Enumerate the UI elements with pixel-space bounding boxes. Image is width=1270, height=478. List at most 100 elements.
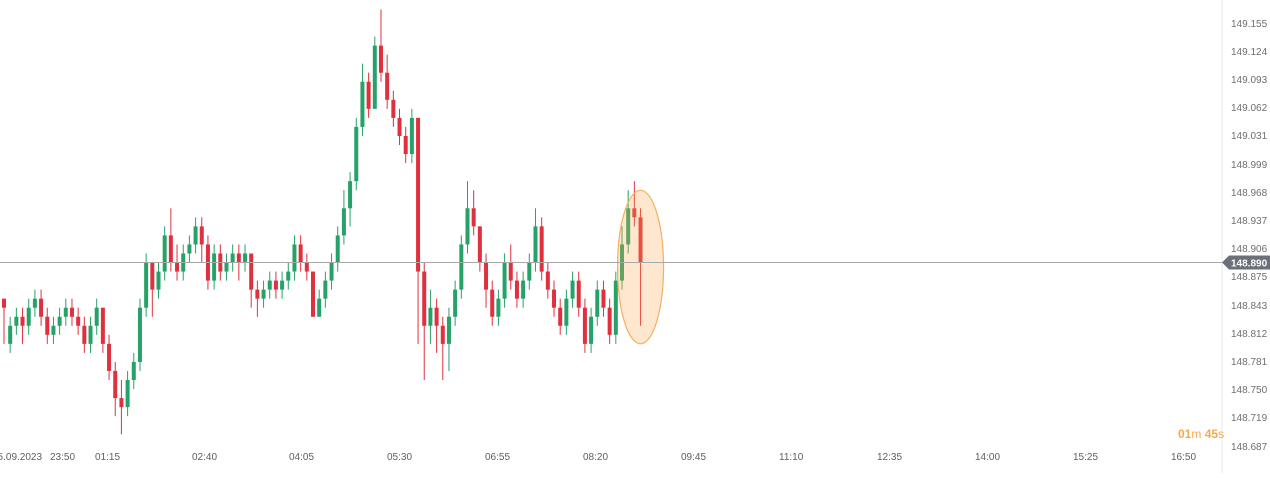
candle [113,361,118,417]
candle-series [2,9,643,435]
candle [582,298,587,353]
candle [378,9,383,82]
candle [354,117,359,191]
candle-body [601,289,606,308]
x-tick-label: 09:45 [681,452,706,463]
x-tick-label: 23:50 [50,452,75,463]
candle [397,108,402,146]
candle [230,244,235,272]
candle [57,307,62,335]
candle [595,280,600,326]
candle-body [385,72,390,100]
candle-body [348,181,353,209]
candle-body [527,262,532,281]
candle [385,54,390,109]
candle [471,190,476,236]
candle-body [360,81,365,127]
candle [329,253,334,290]
candle [601,280,606,317]
candle-body [378,45,383,73]
candle-body [76,316,81,326]
y-tick-label: 148.719 [1231,413,1268,424]
candle-body [94,307,99,326]
candle-body [292,244,297,272]
candle-body [162,235,167,272]
candle-body [137,307,142,362]
candle-body [236,253,241,263]
candle [69,298,74,326]
price-tag-shape [1222,255,1270,270]
highlight-ellipse [616,189,665,345]
candle-body [107,343,112,371]
candle [267,271,272,299]
candle [459,235,464,299]
candle-body [589,316,594,344]
candle [88,316,93,353]
candle-body [193,226,198,245]
candle [168,208,173,272]
candle [255,280,260,317]
candle-body [125,380,130,408]
candle-body [69,307,74,317]
candle-body [403,135,408,155]
candle [193,217,198,254]
candle [341,190,346,245]
candle-body [422,271,427,326]
candle [304,253,309,281]
y-tick-label: 149.155 [1231,19,1268,30]
x-tick-label: 25.09.2023 [0,452,42,463]
candle-body [391,99,396,118]
candle [348,172,353,227]
candle [570,271,575,308]
candle [94,298,99,335]
x-tick-label: 16:50 [1171,452,1196,463]
y-axis-ticks: 149.155 149.124 149.093 149.062 149.031 148.9… [1231,19,1268,453]
candle [150,262,155,317]
candle-body [434,307,439,326]
candle-body [32,298,37,308]
candle-body [63,307,68,317]
candle [527,253,532,290]
candle [317,289,322,317]
candle-body [335,235,340,263]
candle-body [490,289,495,317]
candle [521,271,526,308]
candle-body [51,325,56,335]
candle-body [2,298,6,308]
candle-body [261,289,266,299]
candle [32,289,37,317]
candle [545,262,550,299]
candle [607,298,612,344]
candle-body [329,262,334,281]
candle [187,235,192,263]
candle-body [521,280,526,299]
candle-body [230,253,235,263]
candle-body [558,307,563,326]
candle-body [243,253,248,263]
candle-timer: 01m 45s [1178,427,1224,441]
candle-body [82,325,87,344]
x-tick-label: 01:15 [95,452,120,463]
candle [137,298,142,371]
candle-body [459,244,464,290]
y-tick-label: 148.999 [1231,160,1268,171]
candle-body [514,280,519,299]
candle-body [113,370,118,399]
candle [45,307,50,344]
candle [409,108,414,164]
candle-body [453,289,458,317]
candle-body [323,280,328,299]
candle-body [613,280,618,335]
timer-minutes: 01 [1178,427,1192,441]
candle [613,271,618,344]
candle [249,253,254,308]
candle-body [199,226,204,245]
candle-body [175,262,180,272]
candle [434,298,439,353]
candle [514,271,519,308]
candle-body [564,298,569,326]
candle [366,72,371,118]
candle-body [354,126,359,182]
